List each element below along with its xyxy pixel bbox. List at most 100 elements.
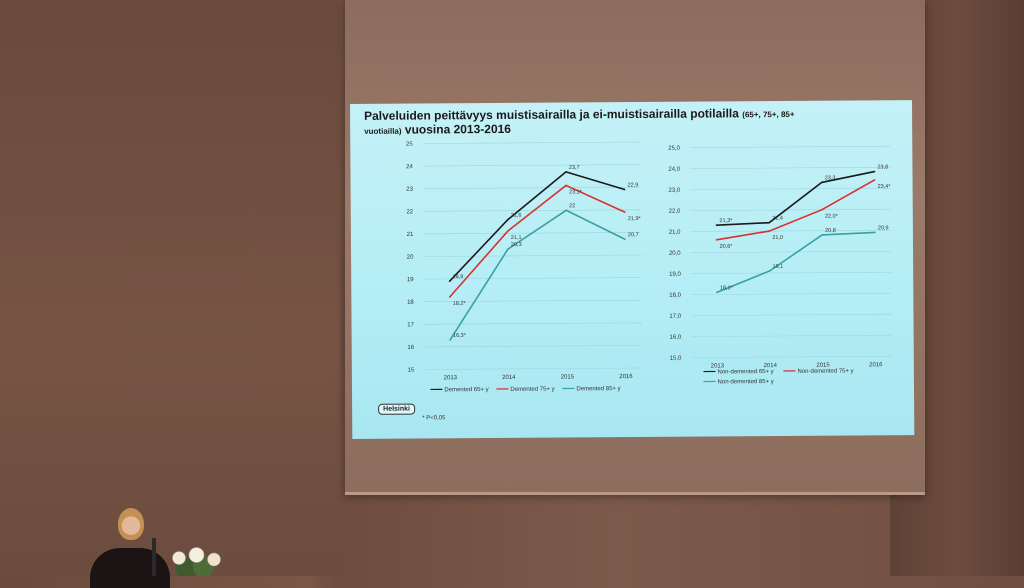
x-tick-label: 2013 (444, 375, 458, 381)
data-label: 18,1* (720, 285, 734, 291)
auditorium-wall-left (0, 0, 340, 576)
x-tick-label: 2016 (869, 362, 883, 368)
gridline (691, 356, 891, 357)
series-line (449, 185, 625, 297)
data-label: 20,8 (825, 228, 836, 234)
presenter-body (90, 548, 170, 588)
y-tick-label: 25,0 (668, 146, 680, 152)
data-point (449, 296, 451, 298)
series-line (717, 232, 876, 292)
data-point (449, 280, 451, 282)
data-label: 21,9* (628, 216, 642, 222)
x-tick-label: 2015 (561, 374, 575, 380)
y-tick-label: 24 (406, 164, 413, 170)
presenter (90, 508, 170, 576)
gridline (690, 230, 890, 231)
gridline (424, 368, 642, 370)
data-label: 21,1 (511, 235, 522, 241)
y-tick-label: 18 (407, 300, 414, 306)
data-label: 20,9 (878, 225, 889, 231)
helsinki-logo: Helsinki (378, 404, 415, 415)
significance-footnote: * P<0,05 (422, 415, 445, 421)
legend-label: Demented 75+ y (510, 387, 554, 393)
series-line (449, 210, 625, 340)
data-label: 22,9 (628, 182, 639, 188)
data-point (716, 239, 718, 241)
data-label: 21,3* (719, 218, 733, 224)
y-tick-label: 15 (408, 368, 415, 374)
data-point (874, 232, 876, 234)
data-point (768, 230, 770, 232)
data-label: 23,3 (825, 175, 836, 181)
data-label: 21,6 (511, 213, 522, 219)
x-tick-label: 2016 (619, 374, 633, 380)
data-label: 23,8 (877, 164, 888, 170)
data-label: 22,0* (825, 214, 839, 220)
data-point (565, 209, 567, 211)
data-label: 20,3 (511, 242, 522, 248)
gridline (423, 165, 641, 167)
presentation-slide: Palveluiden peittävyys muistisairailla j… (350, 100, 914, 439)
legend-label: Non-demented 75+ y (797, 368, 853, 374)
data-point (449, 339, 451, 341)
gridline (423, 187, 641, 189)
data-label: 19,1 (773, 264, 784, 270)
legend-label: Demented 85+ y (576, 386, 620, 392)
flower-bouquet (165, 546, 235, 576)
data-point (768, 222, 770, 224)
data-point (821, 234, 823, 236)
y-tick-label: 19 (407, 277, 414, 283)
y-tick-label: 19,0 (669, 272, 681, 278)
legend-label: Non-demented 85+ y (718, 379, 774, 385)
gridline (423, 255, 641, 257)
presenter-head (118, 508, 144, 540)
data-point (716, 224, 718, 226)
gridline (690, 209, 890, 210)
y-tick-label: 22,0 (669, 209, 681, 215)
y-tick-label: 17,0 (669, 314, 681, 320)
data-point (874, 179, 876, 181)
gridline (424, 345, 642, 347)
y-tick-label: 17 (407, 322, 414, 328)
data-label: 18,2* (453, 301, 467, 307)
y-tick-label: 25 (406, 142, 413, 148)
data-label: 20,6* (720, 244, 734, 250)
gridline (691, 335, 891, 336)
gridline (423, 210, 641, 212)
gridline (424, 323, 642, 325)
legend-label: Non-demented 65+ y (717, 369, 773, 375)
data-label: 23,7 (569, 165, 580, 171)
gridline (691, 272, 891, 273)
microphone-stand (152, 538, 156, 576)
x-tick-label: 2014 (502, 375, 516, 381)
data-point (624, 189, 626, 191)
gridline (690, 167, 890, 168)
y-tick-label: 21,0 (669, 230, 681, 236)
y-tick-label: 20,0 (669, 251, 681, 257)
data-label: 23,1* (569, 189, 583, 195)
series-line (716, 172, 875, 226)
data-point (565, 171, 567, 173)
data-point (874, 171, 876, 173)
data-point (507, 248, 509, 250)
y-tick-label: 22 (406, 209, 413, 215)
gridline (690, 146, 890, 147)
data-point (507, 230, 509, 232)
data-point (769, 270, 771, 272)
data-point (507, 219, 509, 221)
y-tick-label: 21 (407, 232, 414, 238)
gridline (691, 293, 891, 294)
data-point (624, 238, 626, 240)
y-tick-label: 20 (407, 255, 414, 261)
data-point (821, 209, 823, 211)
y-tick-label: 16,0 (670, 335, 682, 341)
data-label: 23,4* (878, 184, 892, 190)
gridline (691, 251, 891, 252)
y-tick-label: 16 (407, 345, 414, 351)
data-label: 21,4 (772, 216, 783, 222)
data-point (624, 211, 626, 213)
y-tick-label: 15,0 (670, 356, 682, 362)
data-label: 16,3* (453, 333, 467, 339)
y-tick-label: 18,0 (669, 293, 681, 299)
